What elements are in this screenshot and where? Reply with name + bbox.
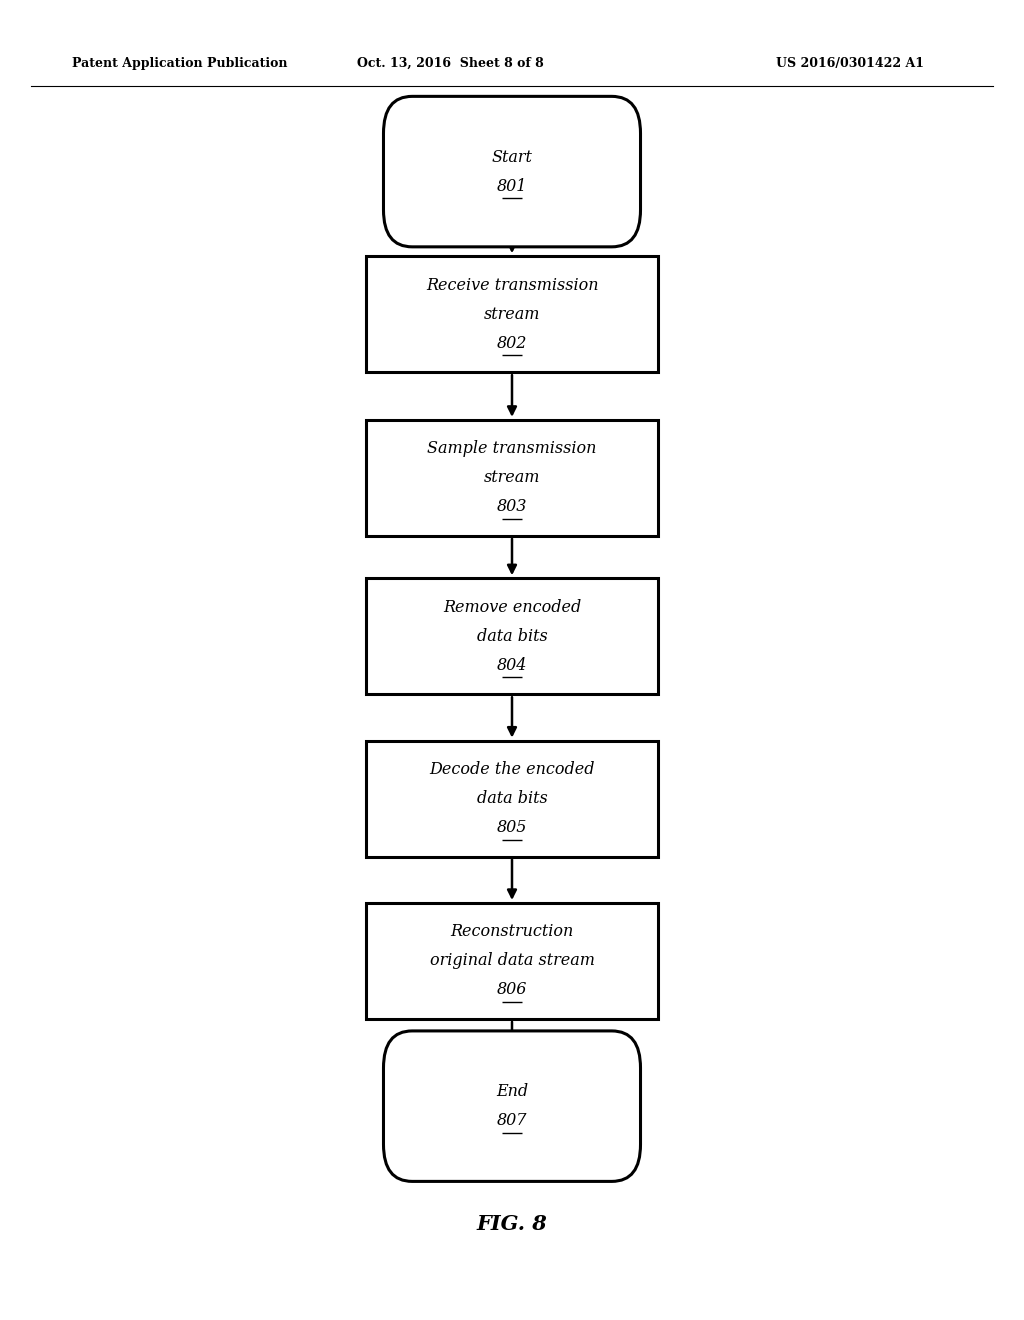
Text: original data stream: original data stream	[429, 953, 595, 969]
Text: 803: 803	[497, 499, 527, 515]
Text: Start: Start	[492, 149, 532, 165]
Text: 807: 807	[497, 1113, 527, 1129]
Text: FIG. 8: FIG. 8	[476, 1213, 548, 1234]
Text: stream: stream	[483, 306, 541, 322]
Text: End: End	[496, 1084, 528, 1100]
FancyBboxPatch shape	[367, 741, 658, 857]
Text: Decode the encoded: Decode the encoded	[429, 762, 595, 777]
Text: 802: 802	[497, 335, 527, 351]
Text: Receive transmission: Receive transmission	[426, 277, 598, 293]
Text: stream: stream	[483, 470, 541, 486]
Text: 806: 806	[497, 982, 527, 998]
Text: US 2016/0301422 A1: US 2016/0301422 A1	[776, 57, 924, 70]
FancyBboxPatch shape	[383, 1031, 641, 1181]
Text: 801: 801	[497, 178, 527, 194]
Text: 804: 804	[497, 657, 527, 673]
Text: data bits: data bits	[476, 791, 548, 807]
FancyBboxPatch shape	[367, 420, 658, 536]
Text: Patent Application Publication: Patent Application Publication	[72, 57, 287, 70]
Text: Oct. 13, 2016  Sheet 8 of 8: Oct. 13, 2016 Sheet 8 of 8	[357, 57, 544, 70]
Text: Reconstruction: Reconstruction	[451, 924, 573, 940]
Text: Remove encoded: Remove encoded	[442, 599, 582, 615]
Text: data bits: data bits	[476, 628, 548, 644]
FancyBboxPatch shape	[367, 256, 658, 372]
FancyBboxPatch shape	[367, 903, 658, 1019]
FancyBboxPatch shape	[367, 578, 658, 694]
FancyBboxPatch shape	[383, 96, 641, 247]
Text: 805: 805	[497, 820, 527, 836]
Text: Sample transmission: Sample transmission	[427, 441, 597, 457]
